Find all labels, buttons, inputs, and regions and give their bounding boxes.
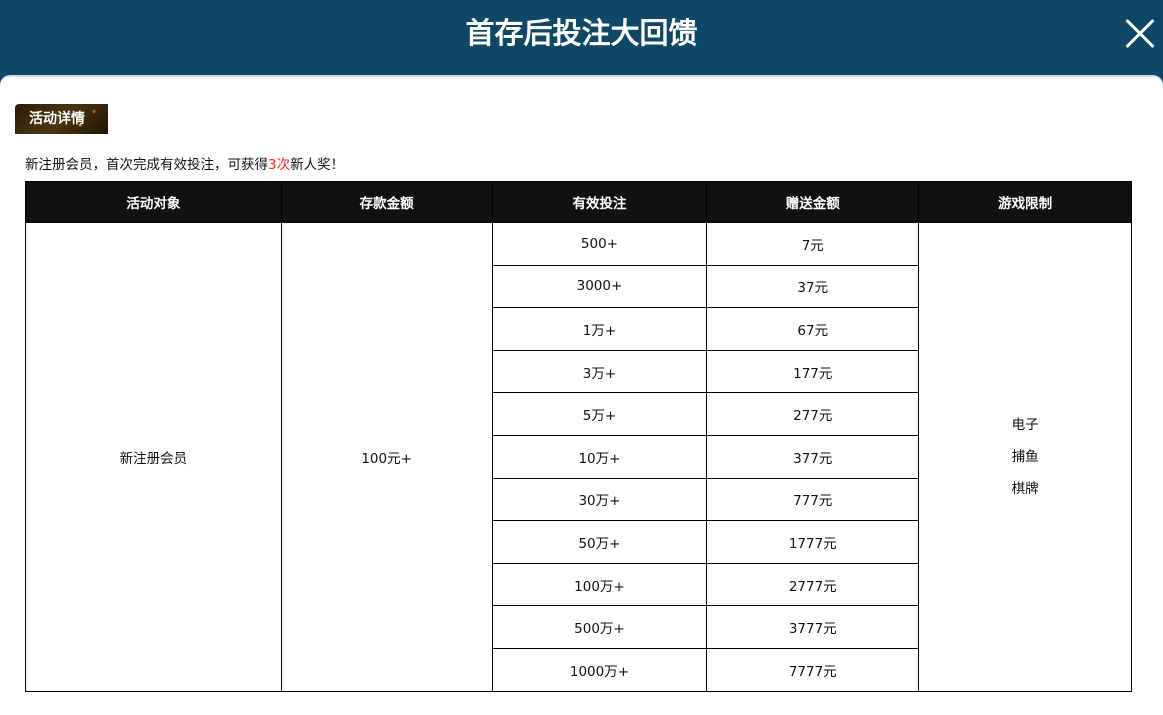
bonus-cell: 177元 <box>706 349 920 394</box>
column-header: 游戏限制 <box>918 181 1132 223</box>
bet-cell: 10万+ <box>491 434 708 479</box>
bet-cell: 3万+ <box>491 349 708 394</box>
bonus-cell: 1777元 <box>706 520 920 564</box>
table-row: 50万+ 1777元 <box>26 520 1132 564</box>
column-header: 存款金额 <box>280 181 493 223</box>
table-row: 新注册会员 100元+ 500+ 7元电子捕鱼棋牌 <box>25 222 1132 692</box>
modal-body: 活动详情 新注册会员，首次完成有效投注，可获得3次新人奖！ 活动对象 存款金额 … <box>0 75 1163 715</box>
bet-cell: 1万+ <box>491 307 708 351</box>
target-cell: 新注册会员 <box>25 222 282 692</box>
bonus-cell: 7元 <box>706 222 920 266</box>
bonus-cell: 777元 <box>706 477 920 522</box>
bet-cell: 1000万+ <box>491 647 708 692</box>
bet-cell: 30万+ <box>491 477 708 522</box>
bonus-cell: 67元 <box>706 307 920 351</box>
game-type: 棋牌 <box>1011 480 1039 497</box>
table-row: 1万+ 67元 <box>26 307 1132 351</box>
bonus-cell: 277元 <box>706 392 920 436</box>
table-row: 3万+ 177元 <box>26 349 1132 394</box>
table-row: 500万+ 3777元 <box>26 605 1132 649</box>
close-icon[interactable] <box>1125 18 1155 48</box>
intro-text: 新注册会员，首次完成有效投注，可获得3次新人奖！ <box>25 153 344 173</box>
table-row: 10万+ 377元 <box>26 434 1132 479</box>
bonus-cell: 377元 <box>706 434 920 479</box>
table-row: 30万+ 777元 <box>26 477 1132 522</box>
modal-title: 首存后投注大回馈 <box>465 16 698 50</box>
column-header: 赠送金额 <box>706 181 920 223</box>
game-type: 电子 <box>1011 416 1039 433</box>
bet-cell: 100万+ <box>491 562 708 607</box>
game-type: 捕鱼 <box>1011 448 1039 465</box>
table-row: 100万+ 2777元 <box>26 562 1132 607</box>
bonus-cell: 37元 <box>706 264 920 309</box>
bonus-cell: 2777元 <box>706 562 920 607</box>
intro-after: 新人奖！ <box>290 157 345 173</box>
bet-cell: 5万+ <box>491 392 708 436</box>
bet-cell: 500万+ <box>491 605 708 649</box>
reward-table: 活动对象 存款金额 有效投注 赠送金额 游戏限制 新注册会员 100元+ 500+ 7… <box>25 181 1132 692</box>
intro-highlight: 3次 <box>268 157 291 173</box>
table-row: 1000万+ 7777元 <box>26 647 1132 692</box>
bet-cell: 500+ <box>491 222 708 266</box>
column-header: 活动对象 <box>25 181 282 223</box>
intro-before: 新注册会员，首次完成有效投注，可获得 <box>25 157 268 173</box>
bet-cell: 3000+ <box>491 264 708 309</box>
games-cell: 电子 捕鱼 棋牌 <box>918 222 1132 692</box>
activity-details-badge: 活动详情 <box>15 104 108 134</box>
bonus-cell: 7777元 <box>706 647 920 692</box>
column-header: 有效投注 <box>491 181 708 223</box>
deposit-cell: 100元+ <box>280 222 493 692</box>
bet-cell: 50万+ <box>491 520 708 564</box>
modal-header: 首存后投注大回馈 <box>0 0 1163 76</box>
table-row: 5万+ 277元 <box>26 392 1132 436</box>
table-row: 3000+ 37元 <box>26 264 1132 309</box>
bonus-cell: 3777元 <box>706 605 920 649</box>
